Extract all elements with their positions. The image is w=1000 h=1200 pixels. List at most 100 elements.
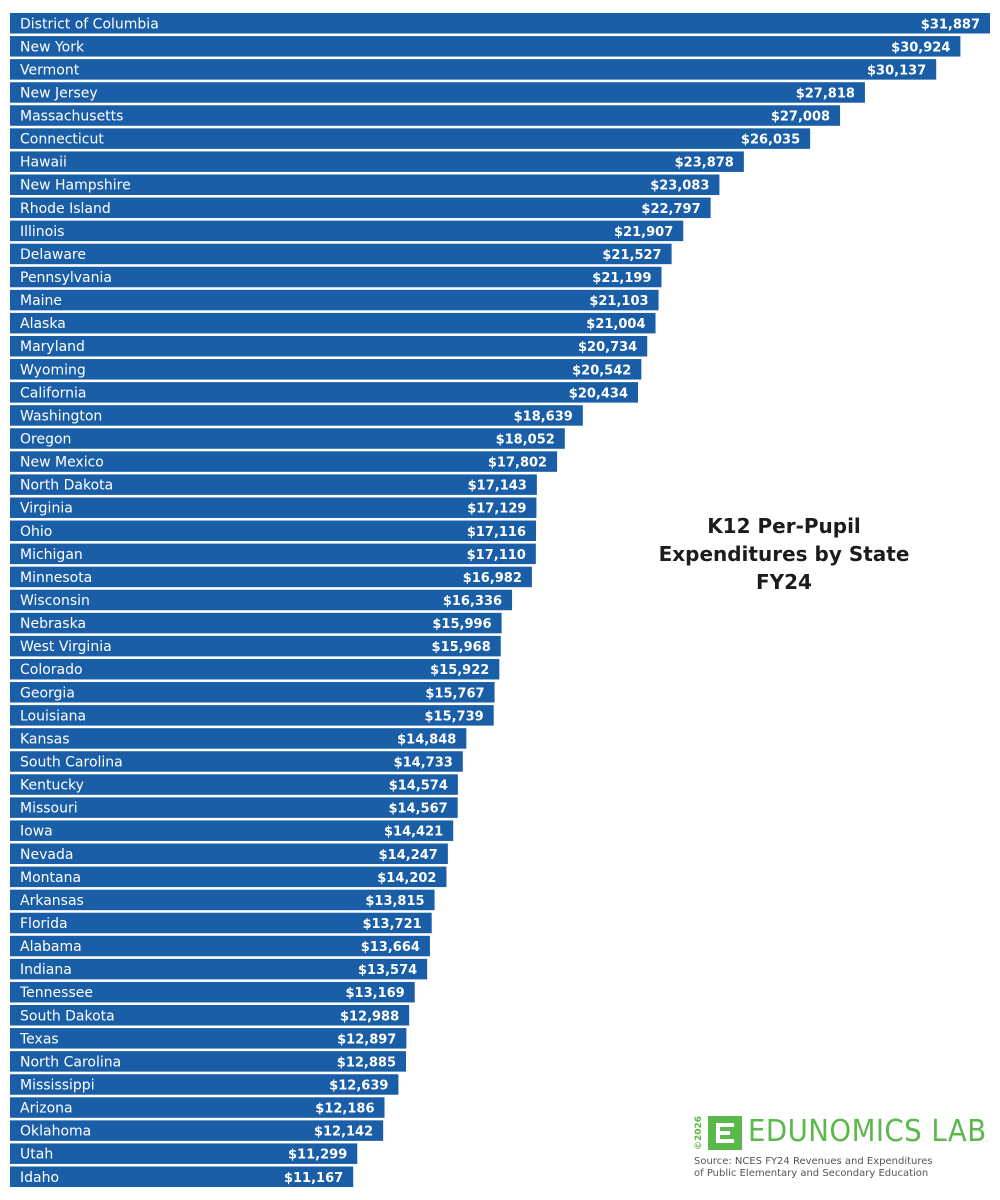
- bar-row: Alabama $13,664: [10, 935, 430, 957]
- bar-row: Hawaii $23,878: [10, 151, 744, 172]
- value-label: $14,421: [384, 825, 443, 840]
- bar: [10, 312, 656, 334]
- value-label: $27,008: [771, 110, 830, 125]
- bar-row: Georgia $15,767: [10, 682, 495, 703]
- value-label: $18,052: [496, 433, 555, 448]
- bar: [10, 266, 662, 288]
- category-label: Kansas: [20, 731, 70, 747]
- bar: [10, 797, 458, 818]
- bar-row: Minnesota $16,982: [10, 566, 532, 588]
- value-label: $21,527: [602, 248, 661, 263]
- bar-row: Washington $18,639: [10, 405, 583, 426]
- value-label: $14,848: [397, 732, 456, 747]
- bar: [10, 820, 454, 841]
- bar-row: Ohio $17,116: [10, 520, 537, 542]
- category-label: Kentucky: [20, 778, 84, 794]
- bar-row: Indiana $13,574: [10, 958, 428, 980]
- chart-title: K12 Per-Pupil Expenditures by State FY24: [630, 512, 938, 596]
- category-label: Hawaii: [20, 155, 67, 171]
- category-label: New York: [20, 39, 85, 55]
- bar: [10, 981, 415, 1003]
- bar-row: Idaho $11,167: [10, 1166, 354, 1187]
- category-label: Delaware: [20, 247, 86, 263]
- bar: [10, 958, 428, 980]
- bar: [10, 543, 536, 565]
- category-label: Wisconsin: [20, 593, 90, 609]
- copyright-year: ©2026: [690, 1114, 706, 1152]
- bar: [10, 1166, 354, 1187]
- value-label: $13,721: [362, 917, 421, 932]
- chart-title-line-3: FY24: [756, 570, 812, 594]
- bar-row: Montana $14,202: [10, 866, 447, 888]
- category-label: Ohio: [20, 524, 52, 540]
- category-label: Nevada: [20, 847, 73, 863]
- bar: [10, 382, 639, 403]
- value-label: $13,664: [361, 940, 420, 955]
- bar: [10, 612, 502, 634]
- bar: [10, 520, 537, 542]
- category-label: Maine: [20, 293, 62, 309]
- bar: [10, 128, 811, 149]
- bar: [10, 13, 990, 34]
- bar-row: District of Columbia $31,887: [10, 13, 990, 34]
- source-line-1: Source: NCES FY24 Revenues and Expenditu…: [694, 1156, 933, 1167]
- category-label: Montana: [20, 870, 81, 886]
- bar-row: North Dakota $17,143: [10, 474, 537, 495]
- value-label: $16,336: [443, 594, 502, 609]
- value-label: $26,035: [741, 133, 800, 148]
- value-label: $22,797: [641, 202, 700, 217]
- bar: [10, 682, 495, 703]
- category-label: South Dakota: [20, 1008, 115, 1024]
- bar: [10, 59, 937, 80]
- category-label: Washington: [20, 408, 102, 424]
- value-label: $12,897: [337, 1032, 396, 1047]
- category-label: South Carolina: [20, 754, 123, 770]
- bar-row: California $20,434: [10, 382, 639, 403]
- value-label: $20,734: [578, 340, 637, 355]
- bar-row: Wyoming $20,542: [10, 359, 642, 380]
- bar: [10, 497, 537, 518]
- bar: [10, 774, 458, 795]
- category-label: Colorado: [20, 662, 83, 678]
- category-label: Arizona: [20, 1101, 73, 1117]
- category-label: New Jersey: [20, 85, 98, 101]
- category-label: New Mexico: [20, 455, 104, 471]
- bar: [10, 866, 447, 888]
- copyright-year-text: ©2026: [694, 1115, 704, 1151]
- bar: [10, 405, 583, 426]
- bar-row: Colorado $15,922: [10, 658, 500, 680]
- category-label: Oregon: [20, 432, 71, 448]
- bar: [10, 335, 648, 357]
- value-label: $30,924: [891, 40, 950, 55]
- bar: [10, 935, 430, 957]
- bar-row: Kansas $14,848: [10, 728, 467, 749]
- bar-row: Missouri $14,567: [10, 797, 458, 818]
- bar-row: Oregon $18,052: [10, 428, 565, 449]
- value-label: $12,186: [315, 1102, 374, 1117]
- value-label: $15,767: [425, 686, 484, 701]
- value-label: $21,004: [586, 317, 645, 332]
- value-label: $30,137: [867, 63, 926, 78]
- bar: [10, 82, 865, 103]
- bar: [10, 243, 672, 265]
- bar: [10, 1028, 407, 1049]
- value-label: $17,802: [488, 456, 547, 471]
- chart-title-line-1: K12 Per-Pupil: [707, 514, 861, 538]
- category-label: Tennessee: [19, 985, 93, 1001]
- bar: [10, 105, 841, 126]
- category-label: Alaska: [20, 316, 66, 332]
- bar: [10, 1143, 358, 1164]
- value-label: $20,434: [569, 386, 628, 401]
- category-label: Louisiana: [20, 708, 86, 724]
- category-label: Iowa: [20, 824, 53, 840]
- bar: [10, 1005, 410, 1026]
- value-label: $15,739: [424, 709, 483, 724]
- value-label: $11,299: [288, 1148, 347, 1163]
- value-label: $12,639: [329, 1078, 388, 1093]
- bar-row: New Hampshire $23,083: [10, 174, 720, 195]
- bar-row: New Jersey $27,818: [10, 82, 865, 103]
- bar: [10, 705, 494, 726]
- value-label: $17,116: [467, 525, 526, 540]
- value-label: $14,202: [377, 871, 436, 886]
